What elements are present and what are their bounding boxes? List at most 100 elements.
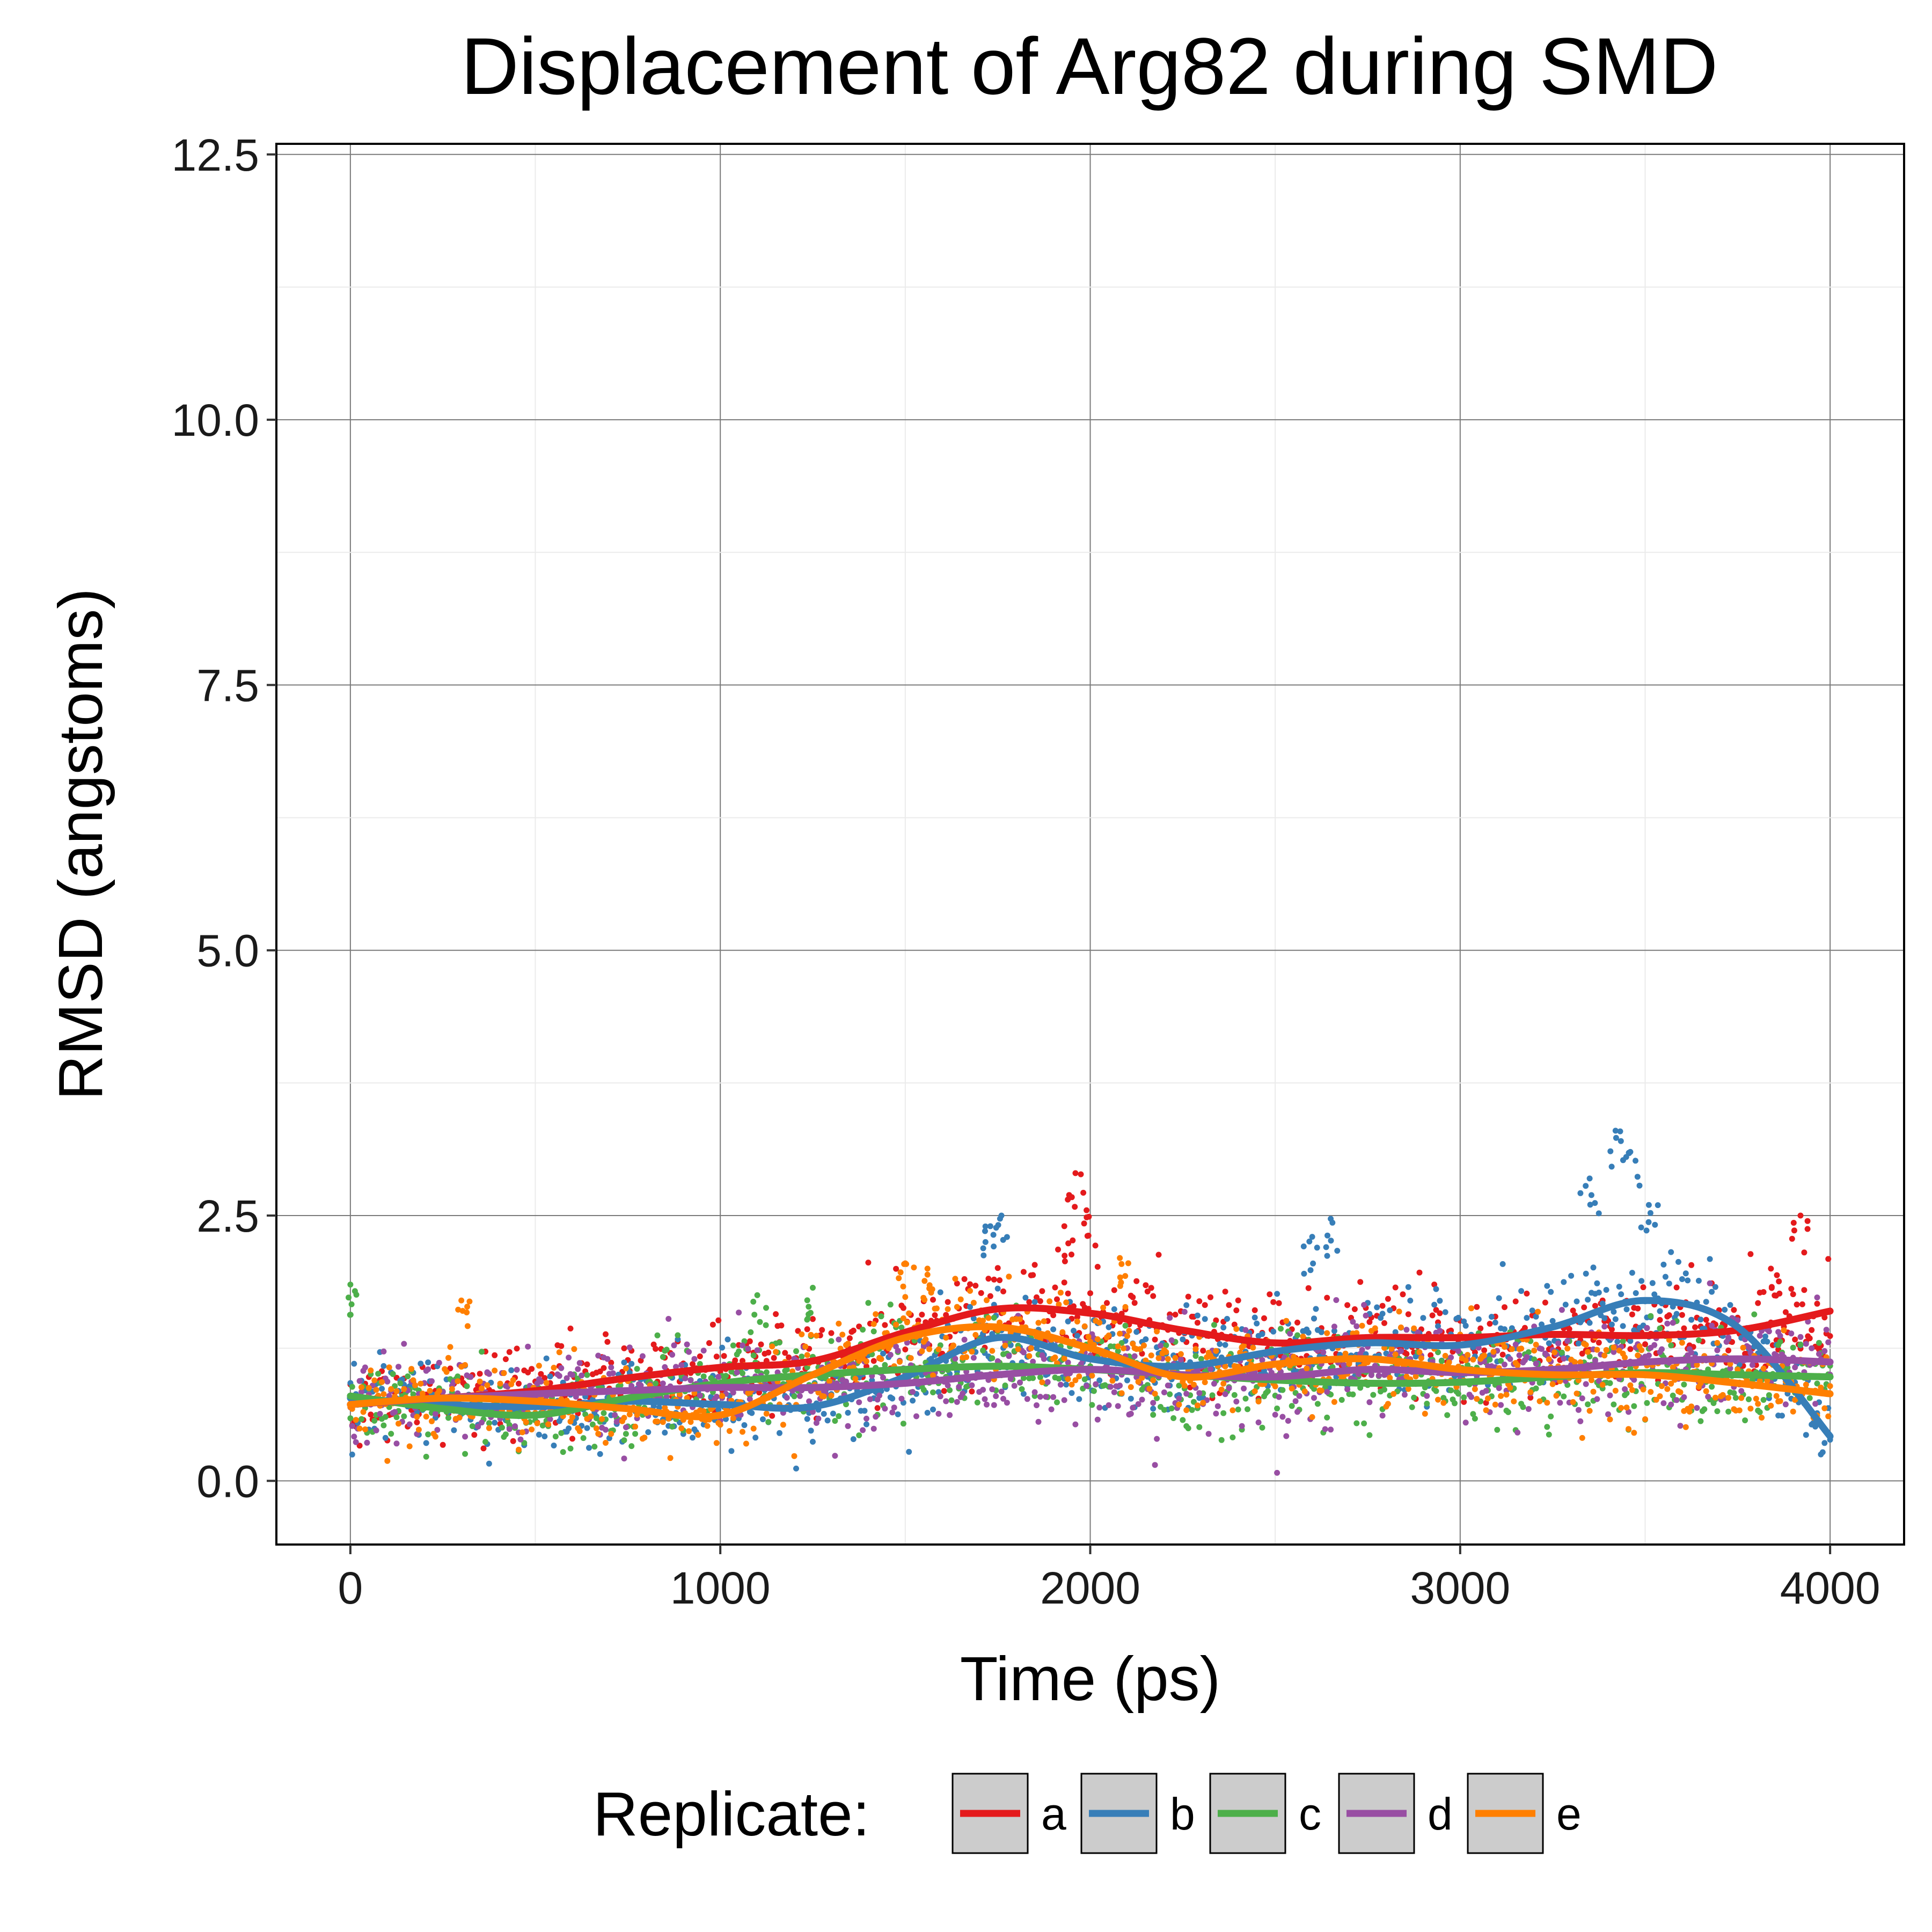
data-point	[906, 1448, 912, 1455]
data-point	[1279, 1387, 1286, 1393]
data-point-peak	[1627, 1148, 1634, 1155]
legend-item-b: b	[1080, 1773, 1195, 1854]
data-point	[898, 1395, 905, 1402]
data-point	[1485, 1395, 1491, 1402]
data-point	[1816, 1340, 1822, 1346]
data-point	[1322, 1426, 1328, 1432]
data-point	[1071, 1328, 1077, 1334]
data-point	[580, 1435, 587, 1441]
data-point	[1255, 1399, 1262, 1404]
data-point	[603, 1426, 609, 1433]
data-point	[1091, 1388, 1097, 1394]
data-point	[623, 1424, 629, 1430]
data-point	[771, 1355, 777, 1361]
data-point	[1622, 1355, 1628, 1360]
data-point	[1574, 1391, 1580, 1397]
data-point	[1344, 1302, 1351, 1308]
data-point	[545, 1421, 552, 1428]
data-point	[464, 1383, 470, 1389]
data-point	[995, 1222, 1001, 1228]
data-point	[1574, 1298, 1580, 1305]
data-point	[1146, 1386, 1153, 1392]
data-point	[974, 1399, 980, 1406]
data-point	[1635, 1352, 1641, 1358]
data-point	[980, 1347, 986, 1353]
data-point	[432, 1411, 438, 1417]
data-point	[1191, 1399, 1197, 1405]
data-point	[777, 1340, 782, 1346]
data-point	[1524, 1315, 1530, 1321]
data-point	[1222, 1363, 1228, 1370]
data-point	[1310, 1260, 1316, 1267]
data-point	[1468, 1305, 1474, 1312]
data-point	[1725, 1347, 1732, 1353]
data-point	[870, 1328, 877, 1335]
data-point	[1462, 1357, 1469, 1364]
data-point	[423, 1453, 429, 1460]
data-point	[1623, 1404, 1630, 1411]
plot-grid	[276, 144, 1904, 1545]
data-point	[763, 1305, 769, 1311]
data-point	[1252, 1307, 1258, 1313]
data-point	[547, 1416, 553, 1422]
data-point	[1409, 1404, 1415, 1410]
data-point	[660, 1419, 666, 1425]
data-point	[1163, 1342, 1169, 1349]
data-point	[371, 1377, 378, 1384]
data-point	[1128, 1384, 1134, 1391]
data-point	[804, 1326, 810, 1333]
data-point	[935, 1410, 942, 1417]
data-point	[1063, 1381, 1070, 1388]
data-point	[502, 1431, 509, 1438]
data-point	[778, 1322, 785, 1329]
data-point	[1592, 1200, 1598, 1206]
data-point	[763, 1322, 769, 1328]
data-point	[1428, 1352, 1434, 1358]
data-point	[1819, 1449, 1826, 1455]
data-point	[1712, 1394, 1718, 1401]
data-point	[1633, 1290, 1639, 1296]
data-point	[1300, 1243, 1307, 1249]
data-point	[1346, 1360, 1352, 1367]
data-point	[467, 1374, 474, 1380]
data-point	[921, 1278, 928, 1284]
data-point	[1063, 1299, 1070, 1306]
data-point	[1498, 1393, 1504, 1399]
data-point	[456, 1415, 463, 1421]
data-point	[1230, 1407, 1236, 1414]
data-point	[1044, 1379, 1051, 1385]
data-point	[713, 1440, 720, 1446]
data-point	[782, 1350, 788, 1356]
data-point	[1533, 1385, 1539, 1392]
data-point	[1002, 1342, 1008, 1349]
data-point	[486, 1460, 492, 1467]
data-point	[1633, 1158, 1638, 1164]
data-point	[1328, 1426, 1334, 1433]
data-point	[1041, 1356, 1047, 1362]
data-point	[593, 1415, 599, 1422]
data-point	[1719, 1392, 1726, 1398]
data-point	[567, 1326, 574, 1331]
data-point	[405, 1373, 411, 1380]
data-point	[1643, 1227, 1650, 1234]
data-point	[1697, 1316, 1704, 1323]
data-point	[492, 1419, 498, 1426]
data-point	[819, 1327, 825, 1333]
data-point	[1512, 1341, 1519, 1348]
data-point	[608, 1431, 614, 1437]
data-point	[1814, 1300, 1820, 1307]
data-point	[1701, 1406, 1708, 1413]
data-point	[1666, 1312, 1672, 1319]
data-point	[1558, 1307, 1565, 1313]
data-point	[1061, 1279, 1067, 1286]
data-point	[715, 1374, 722, 1380]
data-point	[1100, 1305, 1107, 1311]
data-point	[436, 1388, 442, 1394]
data-point	[386, 1364, 392, 1371]
data-point	[920, 1294, 927, 1301]
data-point	[1089, 1372, 1095, 1379]
legend-label: c	[1299, 1789, 1321, 1839]
data-point	[1050, 1326, 1057, 1333]
data-point	[1172, 1355, 1179, 1361]
y-axis-title: RMSD (angstoms)	[46, 588, 115, 1100]
